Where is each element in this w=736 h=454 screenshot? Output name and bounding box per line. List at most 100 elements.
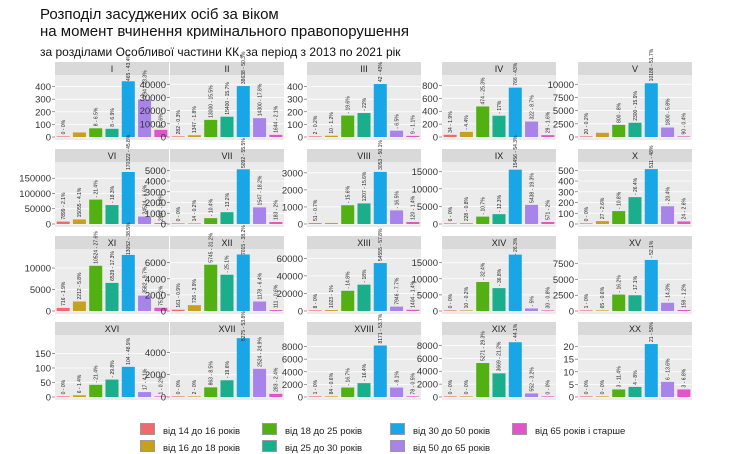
bar bbox=[628, 122, 642, 137]
bar bbox=[308, 310, 322, 311]
bar-data-label: 65 - 0.6% bbox=[600, 286, 606, 308]
bar-data-label: 0 - 0% bbox=[176, 206, 182, 221]
bar bbox=[677, 221, 691, 224]
panel-II: II 0 10000 20000 30000 40000 282 - 0.3% 1347 - … bbox=[140, 51, 284, 144]
bar bbox=[105, 379, 119, 397]
legend-label: від 50 до 65 років bbox=[413, 443, 491, 454]
bar-data-label: - 14.3% bbox=[665, 283, 671, 301]
bar bbox=[341, 387, 355, 397]
bar-data-label: 7899 - 2.1% bbox=[61, 192, 67, 220]
bar bbox=[443, 310, 457, 311]
panel-XVI: XVI 0 50 100 150 0 - 0% 6 - 1.4% - 21.4% - 29.8%… bbox=[35, 322, 169, 404]
tick-label: 5 bbox=[569, 380, 574, 391]
tick-label: 800 bbox=[422, 81, 438, 92]
tick-label: 5000 bbox=[553, 106, 574, 117]
bar bbox=[269, 222, 283, 224]
tick-label: 0 bbox=[46, 307, 51, 318]
bar bbox=[187, 396, 201, 397]
bar-data-label: 15400 - 15.7% bbox=[225, 82, 231, 115]
panel-strip bbox=[442, 322, 556, 335]
bar-data-label: 5271 - 29.3% bbox=[481, 331, 487, 361]
bar bbox=[476, 363, 490, 397]
bar-data-label: - 10.8% bbox=[617, 191, 623, 209]
bar bbox=[443, 223, 457, 224]
bar-data-label: 14 - 0.2% bbox=[192, 199, 198, 221]
bar-data-label: 800 - 8% bbox=[616, 102, 622, 123]
bar-data-label: - 6.5% bbox=[394, 114, 400, 129]
bar bbox=[459, 310, 473, 311]
bar bbox=[628, 197, 642, 224]
tick-label: 150000 bbox=[19, 174, 51, 185]
bar bbox=[406, 396, 420, 397]
bar bbox=[308, 396, 322, 397]
bar-data-label: - 26.3% bbox=[513, 237, 519, 255]
panel-strip bbox=[442, 149, 556, 162]
bar-data-label: 6539 - 17.3% bbox=[110, 251, 116, 281]
bar-data-label: 30 - 0.8% bbox=[546, 286, 552, 308]
bar-data-label: - 8.1% bbox=[394, 371, 400, 386]
panel-title: XIII bbox=[357, 238, 371, 248]
bar bbox=[525, 121, 539, 137]
panel-strip bbox=[55, 322, 169, 335]
tick-label: 5000 bbox=[417, 290, 438, 301]
chart-titles: Розподіл засуджених осіб за віком на мом… bbox=[40, 6, 409, 59]
bar-data-label: 552 - 3.2% bbox=[529, 367, 535, 392]
bar-data-label: 0 - 0% bbox=[61, 379, 67, 394]
bar bbox=[525, 308, 539, 311]
bar-data-label: - 26.4% bbox=[633, 177, 639, 195]
bar bbox=[677, 136, 691, 137]
legend-label: від 16 до 18 років bbox=[163, 443, 241, 454]
bar-data-label: 54555 - 57.8% bbox=[378, 228, 384, 261]
tick-label: 100000 bbox=[19, 189, 51, 200]
panel-XIX: XIX 0 2000 4000 6000 8000 0 - 0% 0 - 0% 5271 - 2… bbox=[417, 322, 556, 404]
bar-data-label: 0 - 0% bbox=[464, 379, 470, 394]
tick-label: 30000 bbox=[140, 93, 166, 104]
tick-label: 10000 bbox=[412, 184, 438, 195]
tick-label: 2000 bbox=[282, 380, 303, 391]
bar-data-label: 10524 - 27.6% bbox=[93, 231, 99, 264]
bar bbox=[459, 396, 473, 397]
panel-title: XVI bbox=[105, 324, 120, 334]
bar-data-label: 0 - 0% bbox=[176, 379, 182, 394]
tick-label: 400 bbox=[35, 82, 51, 93]
panel-title: XV bbox=[629, 238, 641, 248]
panel-XVII: XVII 0 2000 4000 0 - 0% 2 - 0% 863 - 8.5% - 19.… bbox=[145, 311, 284, 404]
bar bbox=[341, 115, 355, 137]
bar-data-label: 294 - 23.3% bbox=[142, 70, 148, 98]
bar bbox=[138, 216, 152, 224]
bar bbox=[72, 219, 86, 224]
bar bbox=[253, 368, 267, 397]
tick-label: 0 bbox=[569, 220, 574, 231]
bar bbox=[357, 284, 371, 311]
bar bbox=[373, 171, 387, 224]
bar-data-label: 0 - 0% bbox=[600, 379, 606, 394]
tick-label: 2000 bbox=[145, 198, 166, 209]
bar-data-label: 183 - 2% bbox=[274, 199, 280, 220]
legend-item-25-30: від 25 до 30 років bbox=[262, 440, 362, 454]
legend: від 14 до 16 років від 16 до 18 років ві… bbox=[140, 423, 700, 454]
bar-data-label: 8 - 0% bbox=[313, 293, 319, 308]
bar-data-label: 228 - 0.8% bbox=[464, 196, 470, 221]
bar bbox=[236, 169, 250, 224]
bar bbox=[508, 342, 522, 397]
bar-data-label: 8 - 6.5% bbox=[94, 107, 100, 126]
panel-strip bbox=[307, 236, 421, 249]
bar-data-label: 863 - 8.5% bbox=[208, 361, 214, 386]
bar-data-label: - 29.8% bbox=[110, 360, 116, 378]
tick-label: 200 bbox=[558, 198, 574, 209]
bar bbox=[612, 294, 626, 311]
tick-label: 15000 bbox=[412, 258, 438, 269]
tick-label: 10000 bbox=[548, 80, 574, 91]
legend-label: від 14 до 16 років bbox=[163, 426, 241, 437]
bar bbox=[541, 221, 555, 224]
legend-key-30-50 bbox=[390, 423, 405, 435]
bar bbox=[677, 309, 691, 311]
bar bbox=[154, 396, 168, 397]
bar-data-label: 716 - 1.9% bbox=[61, 281, 67, 306]
bar-data-label: 27 - 2.6% bbox=[600, 197, 606, 219]
bar-data-label: - 52.1% bbox=[649, 240, 655, 258]
panel-strip bbox=[307, 62, 421, 75]
